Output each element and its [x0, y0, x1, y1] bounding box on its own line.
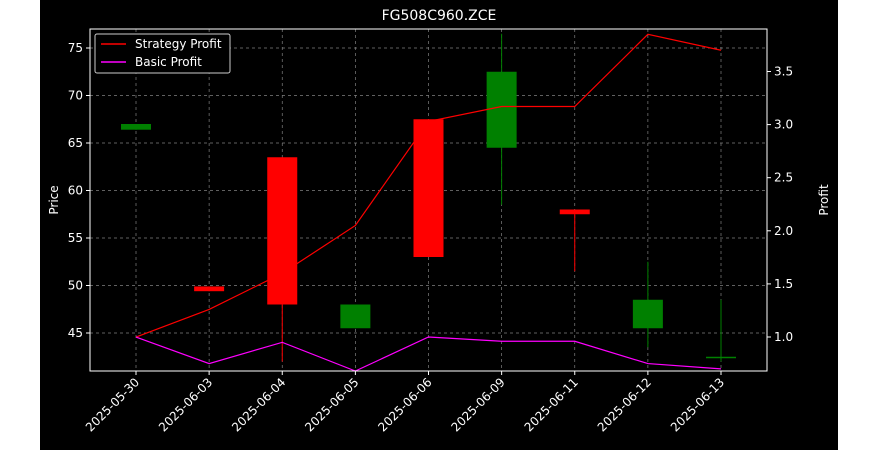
y-tick-label-left: 55	[68, 231, 83, 245]
y-tick-label-right: 2.0	[774, 224, 793, 238]
y-axis-label-right: Profit	[817, 184, 831, 216]
series-line-strategy-profit	[135, 33, 722, 338]
legend: Strategy Profit Basic Profit	[94, 33, 231, 74]
candle-body	[486, 71, 517, 148]
candle-body	[340, 304, 371, 329]
y-tick-label-left: 45	[68, 326, 83, 340]
candle-body	[632, 299, 663, 329]
candle-body	[194, 286, 225, 292]
series-line-basic-profit	[135, 336, 722, 372]
candle-body	[413, 119, 444, 257]
y-axis-label-left: Price	[47, 185, 61, 214]
y-tick-label-right: 1.0	[774, 330, 793, 344]
legend-label-basic-profit: Basic Profit	[135, 55, 202, 69]
candle-body	[121, 124, 151, 130]
profit-lines	[135, 33, 722, 372]
y-tick-label-left: 75	[68, 41, 83, 55]
y-tick-label-right: 2.5	[774, 171, 793, 185]
y-tick-label-right: 1.5	[774, 277, 793, 291]
y-tick-label-right: 3.0	[774, 118, 793, 132]
candle-body	[267, 157, 298, 305]
y-tick-label-left: 65	[68, 136, 83, 150]
legend-box	[94, 33, 231, 74]
y-tick-label-right: 3.5	[774, 64, 793, 78]
legend-label-strategy-profit: Strategy Profit	[135, 37, 222, 51]
y-tick-label-left: 50	[68, 279, 83, 293]
candles	[121, 33, 736, 362]
y-tick-label-left: 60	[68, 184, 83, 198]
candle-body	[706, 356, 736, 359]
candle-body	[559, 209, 590, 215]
y-tick-label-left: 70	[68, 89, 83, 103]
chart-title: FG508C960.ZCE	[382, 8, 497, 24]
